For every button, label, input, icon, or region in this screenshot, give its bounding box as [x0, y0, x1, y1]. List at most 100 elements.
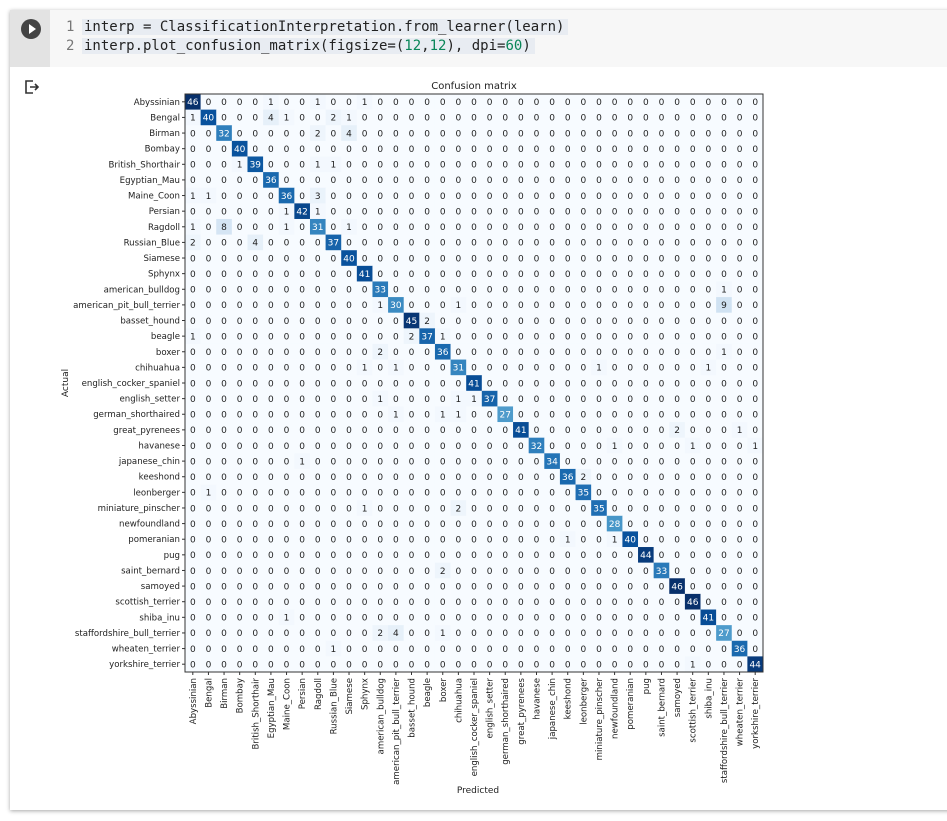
matrix-cell	[247, 500, 264, 517]
matrix-cell	[388, 640, 405, 657]
matrix-cell	[200, 343, 217, 360]
matrix-cell	[591, 578, 608, 595]
cell-value: 0	[440, 442, 446, 452]
cell-value: 0	[549, 286, 555, 296]
matrix-cell	[434, 500, 451, 517]
cell-value: 0	[206, 98, 212, 108]
matrix-cell	[434, 312, 451, 329]
cell-value: 0	[221, 629, 227, 639]
cell-value: 0	[346, 598, 352, 608]
cell-value: 0	[206, 348, 212, 358]
matrix-cell	[356, 375, 373, 392]
cell-value: 0	[377, 270, 383, 280]
matrix-cell	[481, 390, 498, 407]
matrix-cell	[466, 578, 483, 595]
cell-value: 0	[627, 645, 633, 655]
matrix-cell	[684, 531, 701, 548]
matrix-cell	[591, 640, 608, 657]
matrix-cell	[747, 375, 764, 392]
matrix-cell	[185, 375, 201, 392]
matrix-cell	[747, 500, 764, 517]
matrix-cell	[231, 406, 248, 423]
cell-value: 0	[190, 660, 196, 670]
cell-value: 0	[627, 129, 633, 139]
cell-value: 0	[252, 114, 258, 124]
cell-value: 0	[549, 192, 555, 202]
matrix-cell	[419, 281, 436, 298]
matrix-cell	[528, 406, 545, 423]
matrix-cell	[481, 328, 498, 345]
cell-value: 0	[565, 98, 571, 108]
matrix-cell	[294, 281, 311, 298]
cell-value: 0	[580, 364, 586, 374]
cell-value: 0	[393, 317, 399, 327]
cell-value: 0	[362, 317, 368, 327]
matrix-cell	[731, 234, 748, 251]
cell-value: 44	[749, 660, 761, 670]
x-tick-label: english_cocker_spaniel	[470, 678, 480, 776]
matrix-cell	[575, 281, 592, 298]
matrix-cell	[497, 468, 514, 485]
cell-value: 0	[674, 192, 680, 202]
x-tick-label: chihuahua	[454, 678, 464, 723]
matrix-cell	[638, 390, 654, 407]
matrix-cell	[669, 640, 686, 657]
cell-value: 0	[502, 114, 508, 124]
matrix-cell	[185, 265, 201, 282]
matrix-cell	[481, 156, 498, 173]
matrix-cell	[716, 484, 733, 501]
cell-value: 0	[674, 145, 680, 155]
cell-value: 0	[393, 239, 399, 249]
cell-value: 0	[518, 645, 524, 655]
cell-value: 0	[268, 270, 274, 280]
matrix-cell	[731, 203, 748, 220]
code-editor[interactable]: 1 interp = ClassificationInterpretation.f…	[66, 18, 569, 56]
run-cell-button[interactable]	[21, 19, 41, 39]
cell-value: 0	[440, 317, 446, 327]
matrix-cell	[700, 406, 717, 423]
cell-value: 1	[393, 411, 399, 421]
matrix-cell	[575, 297, 592, 314]
cell-value: 0	[424, 614, 430, 624]
matrix-cell	[419, 547, 436, 563]
matrix-cell	[294, 609, 311, 626]
cell-value: 0	[690, 457, 696, 467]
cell-value: 0	[596, 442, 602, 452]
y-tick-label: Russian_Blue	[124, 238, 180, 248]
cell-value: 0	[690, 239, 696, 249]
cell-value: 0	[752, 301, 758, 311]
cell-value: 0	[705, 223, 711, 233]
matrix-cell	[200, 531, 217, 548]
matrix-cell	[497, 500, 514, 517]
cell-value: 0	[674, 207, 680, 217]
cell-value: 0	[549, 379, 555, 389]
cell-value: 0	[690, 629, 696, 639]
matrix-cell	[575, 422, 592, 438]
matrix-cell	[747, 312, 764, 329]
matrix-cell	[419, 609, 436, 626]
matrix-cell	[575, 531, 592, 548]
matrix-cell	[684, 109, 701, 126]
code-cell[interactable]: 1 interp = ClassificationInterpretation.f…	[10, 10, 947, 810]
matrix-cell	[200, 437, 217, 454]
cell-value: 0	[393, 254, 399, 264]
cell-value: 0	[659, 457, 665, 467]
y-tick-label: pomeranian	[128, 535, 180, 545]
matrix-cell	[403, 359, 420, 376]
cell-value: 0	[612, 207, 618, 217]
cell-value: 0	[752, 207, 758, 217]
cell-value: 0	[299, 614, 305, 624]
matrix-cell	[294, 156, 311, 173]
cell-value: 0	[362, 645, 368, 655]
cell-value: 1	[315, 207, 321, 217]
matrix-cell	[372, 234, 389, 251]
matrix-cell	[528, 250, 545, 267]
cell-value: 0	[674, 442, 680, 452]
cell-value: 0	[705, 332, 711, 342]
matrix-cell	[388, 187, 405, 204]
matrix-cell	[544, 437, 561, 454]
output-exit-icon[interactable]	[24, 79, 40, 95]
cell-value: 0	[487, 660, 493, 670]
cell-value: 0	[424, 223, 430, 233]
cell-value: 0	[315, 614, 321, 624]
